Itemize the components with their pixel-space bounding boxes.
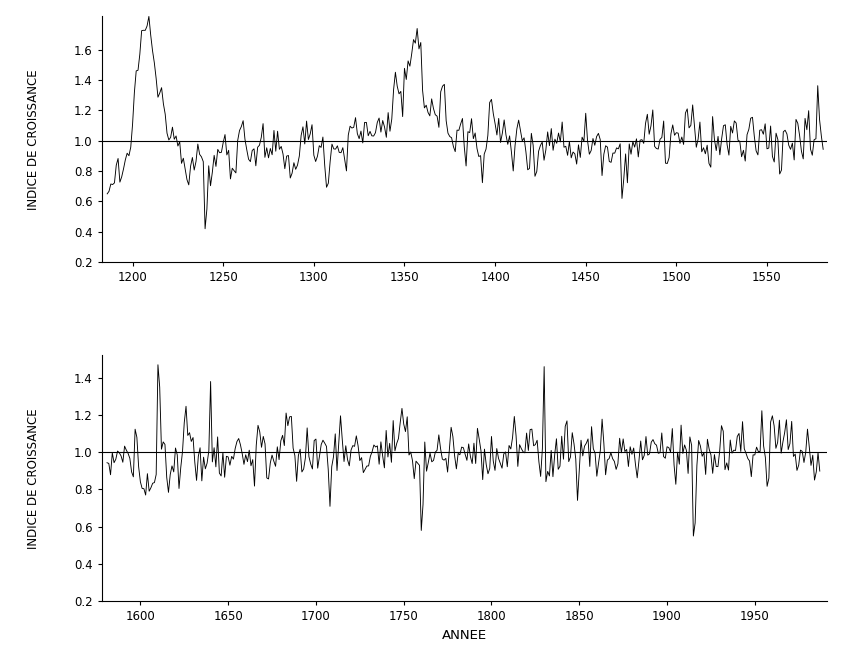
Y-axis label: INDICE DE CROISSANCE: INDICE DE CROISSANCE <box>27 69 40 210</box>
Y-axis label: INDICE DE CROISSANCE: INDICE DE CROISSANCE <box>27 408 40 549</box>
X-axis label: ANNEE: ANNEE <box>442 629 487 642</box>
